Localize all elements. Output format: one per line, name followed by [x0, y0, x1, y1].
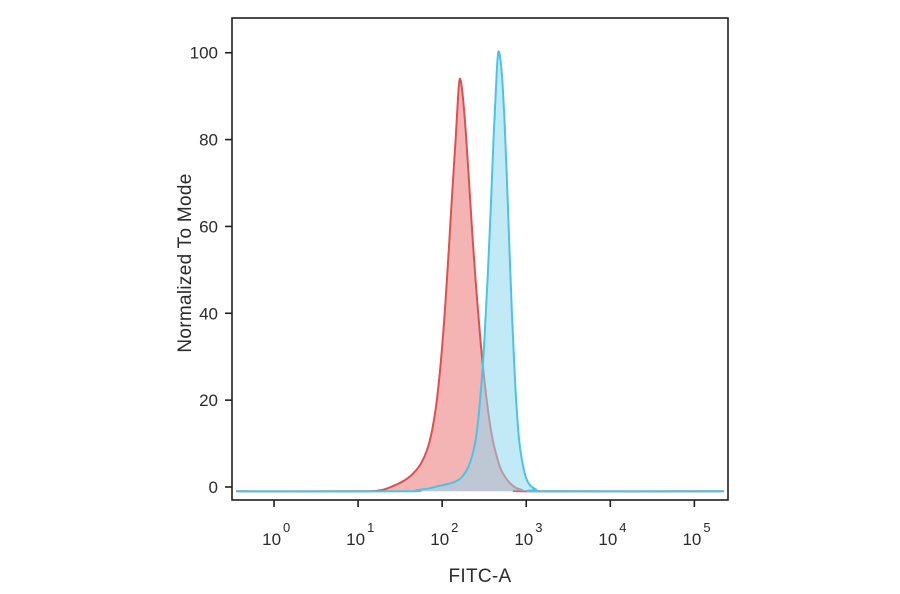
- y-tick-label: 20: [199, 391, 218, 410]
- x-axis-title: FITC-A: [448, 566, 512, 587]
- x-tick-label-base: 10: [682, 530, 701, 549]
- x-tick-label-base: 10: [430, 530, 449, 549]
- y-tick-label: 0: [209, 478, 218, 497]
- x-tick-label-exponent: 4: [619, 520, 626, 535]
- x-tick-label-exponent: 3: [535, 520, 542, 535]
- x-tick-label-base: 10: [262, 530, 281, 549]
- x-tick-label-exponent: 5: [703, 520, 710, 535]
- plot-frame: [231, 17, 729, 501]
- y-tick-label: 100: [190, 44, 218, 63]
- x-tick-label-base: 10: [514, 530, 533, 549]
- y-tick-label: 60: [199, 217, 218, 236]
- x-tick-label-base: 10: [598, 530, 617, 549]
- x-tick-label-exponent: 0: [283, 520, 290, 535]
- y-tick-label: 80: [199, 131, 218, 150]
- x-tick-label-base: 10: [346, 530, 365, 549]
- cyan-sample-histogram-curve: [236, 50, 724, 493]
- y-tick-label: 40: [199, 304, 218, 323]
- cyan-sample-histogram-fill: [236, 51, 724, 492]
- x-tick-label-exponent: 1: [367, 520, 374, 535]
- x-tick-label-exponent: 2: [451, 520, 458, 535]
- y-axis-title: Normalized To Mode: [175, 173, 196, 353]
